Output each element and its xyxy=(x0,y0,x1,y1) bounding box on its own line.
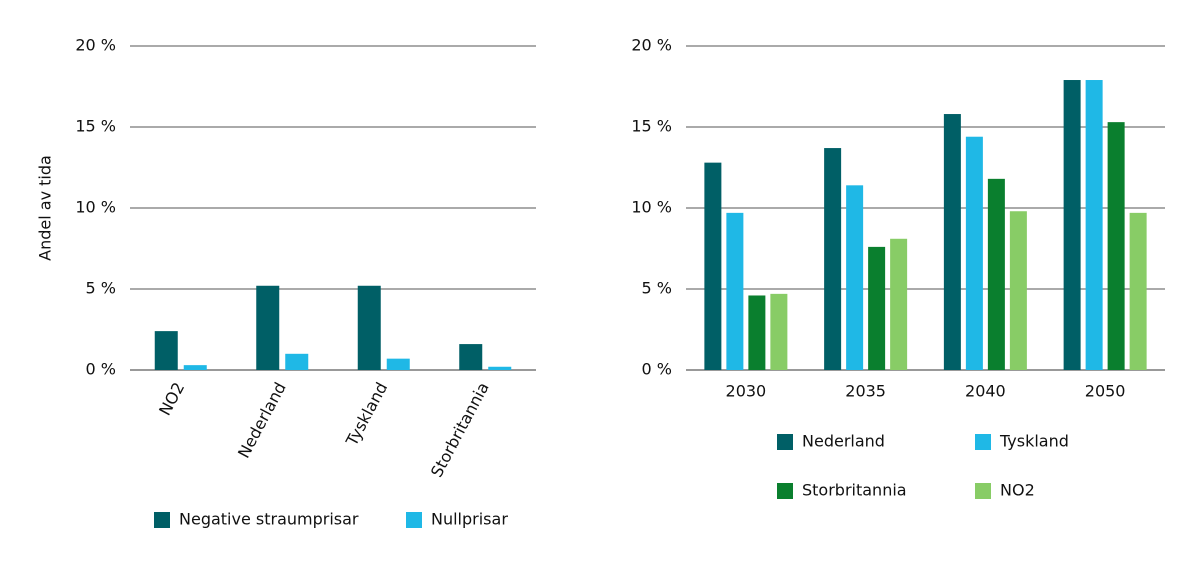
y-axis-label: Andel av tida xyxy=(36,155,55,261)
x-tick-label: 2030 xyxy=(726,382,767,401)
bar xyxy=(1063,80,1081,371)
bar xyxy=(285,353,309,370)
x-tick-label: 2040 xyxy=(965,382,1006,401)
legend-swatch xyxy=(975,434,991,450)
bar xyxy=(357,285,381,370)
legend-label: NO2 xyxy=(1000,481,1035,500)
x-tick-label: NO2 xyxy=(155,379,188,419)
bar xyxy=(824,148,842,370)
bar xyxy=(846,185,864,370)
x-tick-label: 2035 xyxy=(845,382,886,401)
legend-swatch xyxy=(777,483,793,499)
bar xyxy=(965,136,983,370)
bar xyxy=(890,238,908,370)
y-tick-label: 10 % xyxy=(75,198,116,217)
legend-label: Nederland xyxy=(802,432,885,451)
bar xyxy=(256,285,280,370)
y-tick-label: 20 % xyxy=(75,36,116,55)
y-tick-label: 0 % xyxy=(86,360,116,379)
y-tick-label: 5 % xyxy=(86,279,116,298)
y-tick-label: 15 % xyxy=(631,117,672,136)
bar xyxy=(726,212,744,370)
bar xyxy=(770,293,788,370)
bar xyxy=(154,331,178,370)
legend-label: Negative straumprisar xyxy=(179,510,359,529)
bar xyxy=(488,366,512,370)
legend-swatch xyxy=(154,512,170,528)
bar xyxy=(183,365,207,370)
x-tick-label: Storbritannia xyxy=(427,379,493,480)
bar xyxy=(1129,212,1147,370)
y-tick-label: 0 % xyxy=(642,360,672,379)
bar xyxy=(1107,122,1125,370)
bar xyxy=(1085,80,1103,371)
legend-label: Storbritannia xyxy=(802,481,907,500)
bar xyxy=(704,162,722,370)
legend-swatch xyxy=(975,483,991,499)
bar xyxy=(386,358,410,370)
x-tick-label: Tyskland xyxy=(342,379,392,450)
legend-label: Nullprisar xyxy=(431,510,508,529)
y-tick-label: 10 % xyxy=(631,198,672,217)
legend-label: Tyskland xyxy=(999,432,1069,451)
bar xyxy=(459,344,483,370)
y-tick-label: 5 % xyxy=(642,279,672,298)
x-tick-label: 2050 xyxy=(1085,382,1126,401)
bar xyxy=(987,178,1005,370)
x-tick-label: Nederland xyxy=(234,379,290,461)
bar xyxy=(748,295,766,370)
legend-swatch xyxy=(406,512,422,528)
bar xyxy=(868,246,886,370)
y-tick-label: 20 % xyxy=(631,36,672,55)
bar xyxy=(1009,211,1027,370)
y-tick-label: 15 % xyxy=(75,117,116,136)
legend-swatch xyxy=(777,434,793,450)
bar xyxy=(943,114,961,370)
